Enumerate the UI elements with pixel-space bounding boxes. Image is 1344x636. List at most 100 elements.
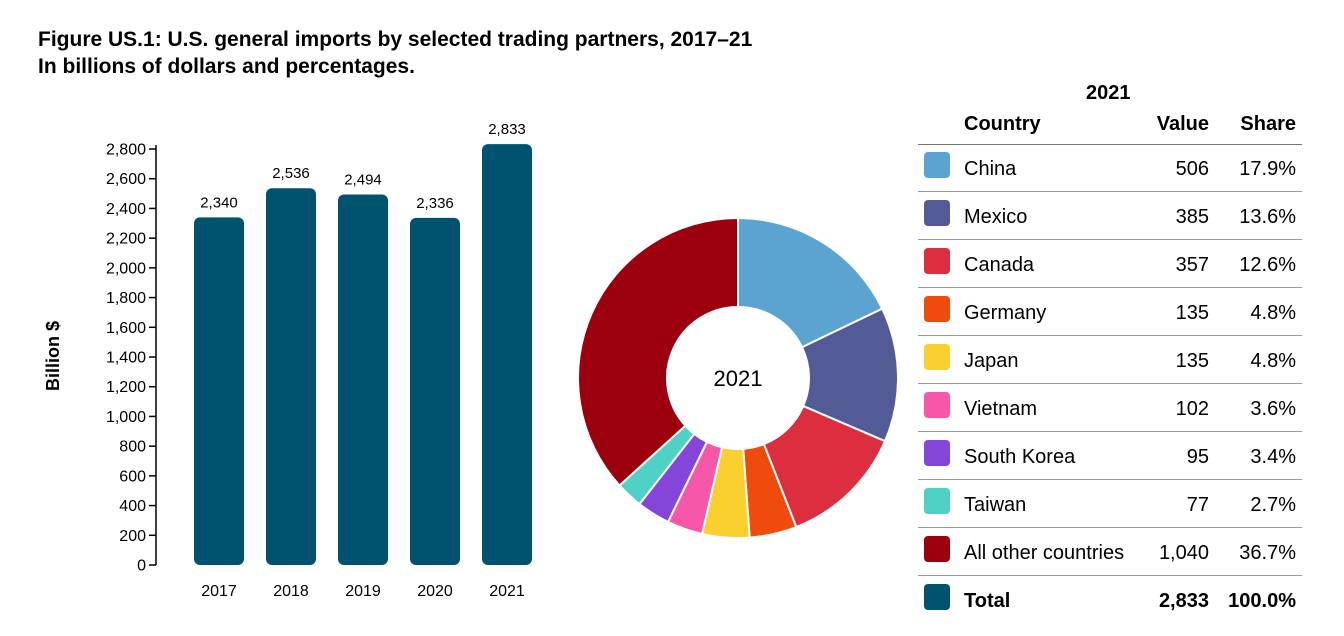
bar-2019 [338,194,388,565]
x-tick-label: 2017 [201,583,237,600]
donut-slice-all-other-countries [577,216,739,487]
legend-swatch [924,152,950,178]
legend-share: 4.8% [1250,302,1296,324]
y-tick-label: 2,800 [106,142,146,159]
legend-country: Japan [964,350,1019,372]
legend-value: 135 [1175,302,1209,324]
legend-value: 77 [1186,494,1209,516]
legend-row: China 506 17.9% [918,144,1302,192]
legend-year-header: 2021 [918,78,1302,106]
y-tick-label: 2,600 [106,171,146,188]
header-country: Country [964,113,1041,135]
y-tick-label: 600 [119,468,146,485]
legend-year: 2021 [1086,82,1131,104]
legend-swatch [924,536,950,562]
bar-chart: 0 200 400 600 800 1,000 1,200 1,400 1,600 1,800 2,… [43,121,532,600]
donut-slice-vietnam [666,440,724,536]
legend-share: 2.7% [1250,494,1296,516]
donut-slice-germany [742,442,798,539]
legend-share: 3.6% [1250,398,1296,420]
y-axis-label: Billion $ [43,321,63,391]
bar-value-label: 2,336 [416,195,454,212]
bar-value-label: 2,340 [200,194,238,211]
legend-share: 36.7% [1239,542,1296,564]
legend-country: Germany [964,302,1047,324]
legend-value: 95 [1186,446,1209,468]
legend-country: Mexico [964,206,1028,228]
legend-country: Canada [964,254,1035,276]
legend-country: Total [964,590,1011,612]
legend-row: Japan 135 4.8% [918,336,1302,384]
header-value: Value [1156,113,1209,135]
y-tick-label: 2,400 [106,201,146,218]
bar-value-label: 2,536 [272,165,310,182]
legend-swatch [924,392,950,418]
legend-swatch [924,488,950,514]
legend-value: 135 [1175,350,1209,372]
legend-share: 4.8% [1250,350,1296,372]
y-tick-label: 1,000 [106,409,146,426]
legend-country: Vietnam [964,398,1038,420]
legend-share: 13.6% [1239,206,1296,228]
legend-row: Taiwan 77 2.7% [918,480,1302,528]
donut-slice-china [737,216,884,349]
legend-share: 17.9% [1239,158,1296,180]
legend-row: Germany 135 4.8% [918,288,1302,336]
x-tick-label: 2020 [417,583,453,600]
title-line-2: In billions of dollars and percentages. [38,55,415,78]
bar-2021 [482,144,532,565]
legend-country: China [964,158,1017,180]
legend-country: South Korea [964,446,1076,468]
legend-swatch [924,440,950,466]
legend-value: 2,833 [1158,590,1209,612]
legend-value: 102 [1175,398,1209,420]
title-line-1: Figure US.1: U.S. general imports by sel… [38,28,753,51]
legend-swatch [924,248,950,274]
bar-2020 [410,217,460,566]
y-tick-label: 1,400 [106,350,146,367]
legend-total-row: Total 2,833 100.0% [918,576,1302,624]
donut-center-label: 2021 [714,366,763,391]
y-tick-label: 1,600 [106,320,146,337]
x-tick-label: 2019 [345,583,381,600]
legend-swatch [924,200,950,226]
bar-2017 [194,217,244,566]
y-tick-label: 2,200 [106,231,146,248]
legend-country: All other countries [964,542,1125,564]
y-tick-label: 1,200 [106,379,146,396]
legend-swatch [924,296,950,322]
legend-row: Canada 357 12.6% [918,240,1302,288]
legend-share: 12.6% [1239,254,1296,276]
legend-row: Vietnam 102 3.6% [918,384,1302,432]
legend-share: 100.0% [1228,590,1296,612]
y-tick-label: 200 [119,528,146,545]
legend-value: 506 [1175,158,1209,180]
header-share: Share [1240,113,1296,135]
donut-slice-taiwan [618,424,696,506]
legend-header-row: Country Value Share [918,110,1302,145]
bar-value-label: 2,494 [344,171,382,188]
legend-swatch [924,344,950,370]
legend-value: 385 [1175,206,1209,228]
legend-share: 3.4% [1250,446,1296,468]
y-tick-label: 400 [119,498,146,515]
y-tick-label: 1,800 [106,290,146,307]
donut-slice-canada [762,404,887,529]
donut-slice-japan [700,445,751,539]
bar-value-label: 2,833 [488,121,526,138]
donut-slice-south-korea [638,432,709,524]
chart-title: Figure US.1: U.S. general imports by sel… [38,26,752,80]
legend-country: Taiwan [964,494,1027,516]
legend-row: Mexico 385 13.6% [918,192,1302,240]
x-tick-label: 2018 [273,583,309,600]
legend-value: 357 [1175,254,1209,276]
legend-row: South Korea 95 3.4% [918,432,1302,480]
y-tick-label: 0 [137,558,146,575]
legend-swatch [924,584,950,610]
y-tick-label: 2,000 [106,260,146,277]
x-tick-label: 2021 [489,583,525,600]
y-tick-label: 800 [119,439,146,456]
donut-slice-mexico [800,307,899,443]
legend-value: 1,040 [1158,542,1209,564]
legend-row: All other countries 1,040 36.7% [918,528,1302,576]
